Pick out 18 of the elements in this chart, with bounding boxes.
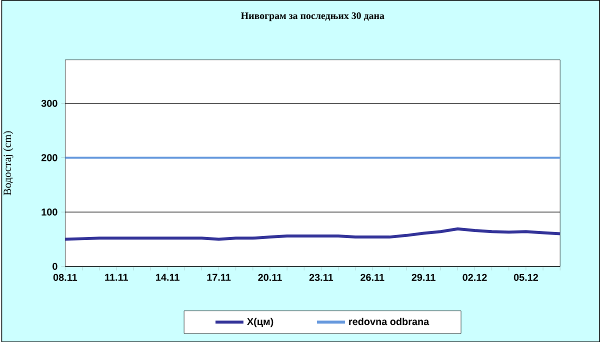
x-tick-label: 11.11	[105, 274, 128, 281]
y-tick-label: 200	[41, 154, 58, 162]
x-tick-label: 08.11	[53, 274, 78, 281]
y-axis-title: Водостај (cm)	[3, 131, 14, 196]
y-tick-label: 100	[42, 208, 58, 216]
x-tick-label: 29.11	[412, 274, 436, 281]
x-tick-label: 02.12	[462, 274, 487, 281]
y-tick-label: 0	[52, 262, 58, 270]
legend-label: redovna odbrana	[349, 318, 430, 326]
x-tick-label: 23.11	[309, 274, 334, 281]
chart-title: Нивограм за последњих 30 дана	[240, 12, 384, 21]
legend-label: X(цм)	[247, 318, 274, 327]
x-tick-label: 17.11	[207, 274, 231, 281]
y-tick-label: 300	[41, 100, 58, 107]
x-tick-label: 20.11	[258, 274, 282, 281]
x-tick-label: 26.11	[360, 274, 384, 281]
x-tick-label: 05.12	[514, 274, 538, 281]
x-tick-label: 14.11	[156, 274, 180, 281]
